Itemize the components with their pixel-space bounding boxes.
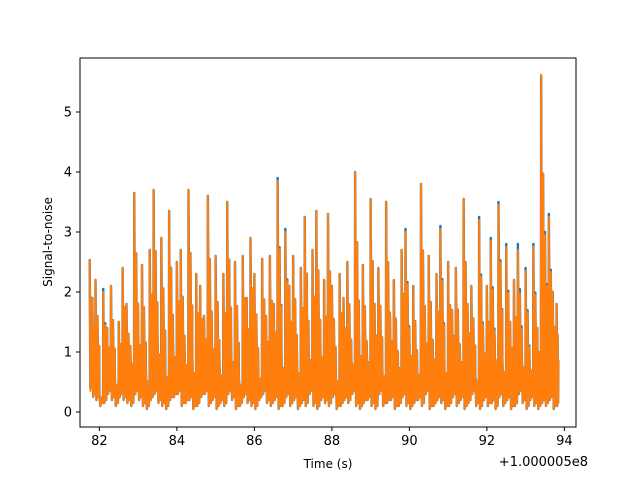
x-axis-label: Time (s)	[303, 457, 353, 471]
x-tick-label: 92	[479, 434, 496, 449]
x-tick-label: 86	[246, 434, 263, 449]
y-tick-label: 5	[64, 106, 72, 121]
y-axis-label: Signal-to-noise	[41, 197, 55, 287]
plot-frame	[79, 57, 577, 428]
series-layer	[88, 73, 560, 411]
y-tick-label: 2	[64, 286, 72, 301]
x-axis: 82 84 86 88 90 92 94	[91, 427, 573, 449]
y-tick-label: 0	[64, 406, 72, 421]
x-tick-label: 82	[91, 434, 108, 449]
y-tick-label: 3	[64, 226, 72, 241]
x-tick-label: 90	[401, 434, 418, 449]
y-axis: 0 1 2 3 4 5	[64, 106, 80, 421]
x-tick-label: 94	[556, 434, 573, 449]
series-line-2	[88, 73, 560, 410]
x-offset-label: +1.000005e8	[499, 455, 588, 470]
y-tick-label: 4	[64, 166, 72, 181]
x-tick-label: 84	[169, 434, 186, 449]
y-tick-label: 1	[64, 346, 72, 361]
x-tick-label: 88	[324, 434, 341, 449]
